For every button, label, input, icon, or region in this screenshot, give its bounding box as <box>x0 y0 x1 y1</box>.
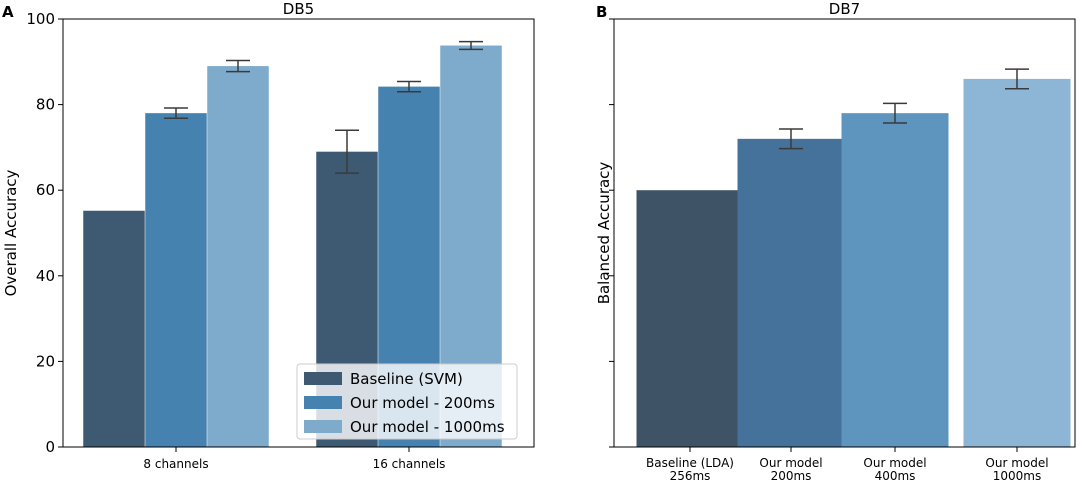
legend-label: Baseline (SVM) <box>350 370 463 388</box>
panel-label: B <box>596 3 607 21</box>
y-tick-label: 100 <box>26 10 55 28</box>
legend-swatch <box>304 396 342 409</box>
x-tick-label: Our model <box>985 456 1048 470</box>
bar <box>207 66 269 447</box>
bar <box>145 113 207 447</box>
legend: Baseline (SVM) Our model - 200ms Our model… <box>296 363 518 440</box>
y-tick-label: 60 <box>36 181 55 199</box>
x-tick-label: 400ms <box>875 469 916 483</box>
x-tick-label: 256ms <box>670 469 711 483</box>
chart-title: DB7 <box>829 0 860 18</box>
x-tick-label: Our model <box>863 456 926 470</box>
x-tick-label: 200ms <box>771 469 812 483</box>
chart-title: DB5 <box>283 0 314 18</box>
bar <box>841 113 949 447</box>
y-tick-label: 80 <box>36 96 55 114</box>
axes-frame-a <box>62 18 535 448</box>
x-tick-label: Baseline (LDA) <box>646 456 734 470</box>
bar <box>737 138 845 447</box>
bar <box>83 210 145 447</box>
x-tick-label: 8 channels <box>143 457 208 471</box>
y-tick-label: 40 <box>36 267 55 285</box>
panel-label: A <box>2 3 14 21</box>
x-tick-label: 1000ms <box>993 469 1041 483</box>
legend-label: Our model - 200ms <box>350 394 495 412</box>
legend-label: Our model - 1000ms <box>350 418 505 436</box>
x-tick-label: 16 channels <box>373 457 446 471</box>
y-axis-label: Overall Accuracy <box>2 169 20 296</box>
y-axis-label: Balanced Accuracy <box>595 162 613 305</box>
legend-swatch <box>304 420 342 433</box>
y-tick-label: 0 <box>45 438 55 456</box>
axes-frame-b <box>613 18 1076 448</box>
bar <box>963 78 1071 448</box>
bar <box>636 190 744 447</box>
legend-box <box>296 363 518 440</box>
legend-swatch <box>304 372 342 385</box>
panel-a <box>58 18 63 448</box>
x-tick-label: Our model <box>759 456 822 470</box>
y-tick-label: 20 <box>36 352 55 370</box>
